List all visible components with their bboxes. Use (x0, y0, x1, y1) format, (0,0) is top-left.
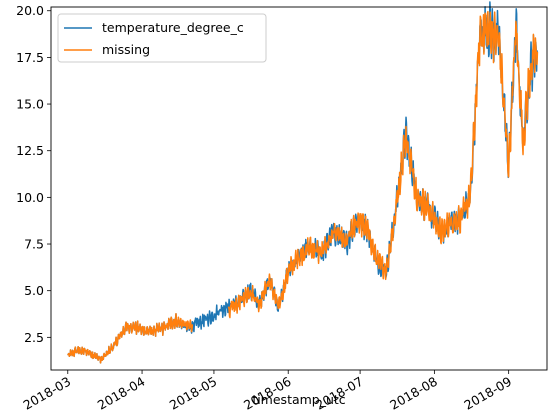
legend-box (57, 13, 267, 63)
y-tick-label: 12.5 (16, 143, 44, 158)
legend-label-missing: missing (102, 42, 150, 57)
legend: temperature_degree_c missing (57, 13, 267, 63)
y-tick-label: 17.5 (16, 50, 44, 65)
x-axis-label: timestamp_utc (252, 392, 345, 407)
plot-area (51, 7, 547, 370)
legend-label-temperature: temperature_degree_c (102, 20, 244, 35)
series-line-missing (67, 10, 539, 364)
y-axis-ticks: 2.5 5.0 7.5 10.0 12.5 15.0 17.5 20.0 (16, 3, 51, 345)
y-tick-label: 10.0 (16, 190, 44, 205)
y-tick-label: 2.5 (24, 330, 44, 345)
series-layer (67, 1, 539, 364)
plot-frame (50, 6, 548, 371)
y-tick-label: 15.0 (16, 97, 44, 112)
y-tick-label: 20.0 (16, 3, 44, 18)
y-tick-label: 5.0 (24, 283, 44, 298)
y-tick-label: 7.5 (24, 237, 44, 252)
